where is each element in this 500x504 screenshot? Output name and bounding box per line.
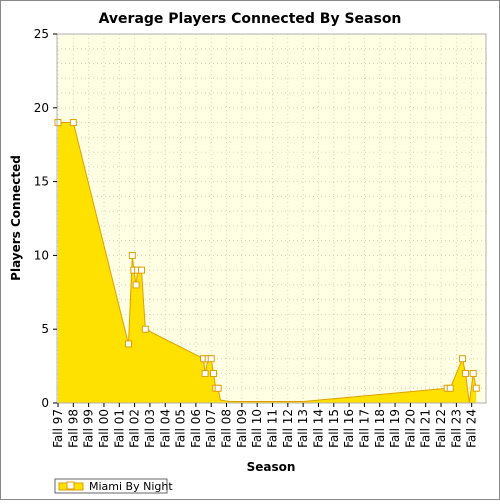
plot-border: [56, 33, 487, 404]
x-tick-label: Fall 23: [449, 409, 463, 448]
data-point: [138, 266, 146, 274]
data-point: [141, 325, 149, 333]
x-tick-label: Fall 07: [204, 409, 218, 448]
axis-layer: [53, 33, 487, 407]
data-point: [472, 384, 480, 392]
x-tick-label: Fall 01: [112, 409, 126, 448]
data-point: [458, 355, 466, 363]
y-tick-label: 5: [41, 322, 49, 336]
data-point: [132, 281, 140, 289]
data-point: [446, 384, 454, 392]
x-tick-label: Fall 20: [403, 409, 417, 448]
legend: Miami By Night: [54, 478, 173, 494]
y-tick-label: 15: [34, 175, 49, 189]
x-tick-label: Fall 18: [373, 409, 387, 448]
x-tick-label: Fall 10: [250, 409, 264, 448]
x-tick-label: Fall 24: [465, 409, 479, 448]
data-point: [214, 384, 222, 392]
x-tick-label: Fall 02: [128, 409, 142, 448]
x-tick-label: Fall 03: [143, 409, 157, 448]
y-tick-label: 20: [34, 101, 49, 115]
y-tick-label: 10: [34, 248, 49, 262]
x-tick-label: Fall 15: [327, 409, 341, 448]
x-tick-label: Fall 09: [235, 409, 249, 448]
marker-layer: [54, 119, 480, 392]
legend-label: Miami By Night: [89, 480, 173, 493]
data-point: [69, 119, 77, 127]
x-tick-label: Fall 17: [357, 409, 371, 448]
data-point: [124, 340, 132, 348]
x-tick-label: Fall 00: [97, 409, 111, 448]
x-axis-title: Season: [247, 460, 296, 474]
x-tick-label: Fall 98: [66, 409, 80, 448]
data-point: [128, 251, 136, 259]
x-tick-label: Fall 06: [189, 409, 203, 448]
x-tick-label: Fall 12: [281, 409, 295, 448]
y-tick-labels: 0 5 10 15 20 25: [34, 27, 49, 410]
x-tick-label: Fall 13: [296, 409, 310, 448]
x-tick-label: Fall 97: [51, 409, 65, 448]
x-tick-label: Fall 08: [220, 409, 234, 448]
x-tick-label: Fall 21: [419, 409, 433, 448]
x-tick-label: Fall 99: [82, 409, 96, 448]
series-area: [58, 122, 477, 403]
data-point: [54, 119, 62, 127]
data-point: [462, 369, 470, 377]
x-tick-label: Fall 16: [342, 409, 356, 448]
y-axis-title: Players Connected: [9, 155, 23, 281]
legend-marker: [66, 481, 75, 490]
chart-title: Average Players Connected By Season: [99, 11, 402, 27]
data-point: [201, 369, 209, 377]
data-point: [210, 369, 218, 377]
x-tick-label: Fall 11: [266, 409, 280, 448]
x-tick-label: Fall 14: [311, 409, 325, 448]
x-tick-label: Fall 22: [434, 409, 448, 448]
x-tick-label: Fall 19: [388, 409, 402, 448]
y-tick-label: 0: [41, 396, 49, 410]
x-tick-labels: Fall 97 Fall 98 Fall 99 Fall 00 Fall 01 Fall …: [51, 409, 479, 448]
y-tick-label: 25: [34, 27, 49, 41]
x-tick-label: Fall 05: [174, 409, 188, 448]
data-point: [469, 369, 477, 377]
data-point: [207, 355, 215, 363]
x-tick-label: Fall 04: [158, 409, 172, 448]
